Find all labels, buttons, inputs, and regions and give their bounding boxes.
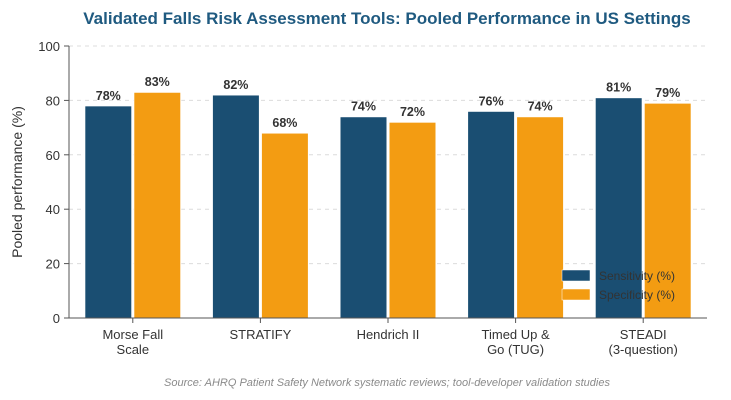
bar-sensitivity: [84, 105, 133, 319]
bar-specificity: [388, 121, 437, 319]
x-tick-label: Morse Fall Scale: [102, 327, 163, 357]
x-tick-label-line: Timed Up &: [482, 327, 550, 342]
bar-sensitivity: [211, 94, 260, 319]
y-tick-label: 0: [53, 311, 60, 326]
bar-specificity: [260, 132, 309, 319]
y-tick-label: 20: [46, 257, 60, 272]
y-tick-label: 60: [46, 148, 60, 163]
legend: Sensitivity (%) Specificity (%): [561, 269, 675, 302]
bar-value-label: 68%: [272, 116, 297, 130]
y-axis-label: Pooled performance (%): [9, 106, 25, 258]
bar-value-label: 74%: [528, 100, 553, 114]
legend-swatch-specificity: [561, 288, 591, 301]
x-tick-label: STEADI (3-question): [609, 327, 678, 357]
x-tick-label-line: Hendrich II: [357, 327, 420, 342]
x-tick-label-line: Go (TUG): [487, 342, 544, 357]
bar-value-label: 74%: [351, 100, 376, 114]
chart-title: Validated Falls Risk Assessment Tools: P…: [83, 9, 690, 28]
bar-specificity: [133, 91, 182, 319]
bar-value-label: 78%: [96, 89, 121, 103]
bar-value-label: 72%: [400, 105, 425, 119]
legend-swatch-sensitivity: [561, 269, 591, 282]
bar-value-label: 81%: [606, 81, 631, 95]
source-note: Source: AHRQ Patient Safety Network syst…: [164, 377, 610, 389]
bar-sensitivity: [467, 110, 516, 319]
bar-value-label: 76%: [479, 94, 504, 108]
bar-sensitivity: [594, 97, 643, 319]
bar-value-label: 82%: [223, 78, 248, 92]
x-tick-label-line: Morse Fall: [102, 327, 163, 342]
x-tick-label-line: STRATIFY: [229, 327, 291, 342]
y-tick-label: 40: [46, 202, 60, 217]
x-tick-label-line: STEADI: [620, 327, 667, 342]
data-labels: 78% 83% 82% 68% 74% 72% 76% 74% 81% 79%: [96, 75, 680, 130]
y-tick-label: 80: [46, 93, 60, 108]
x-tick-label: STRATIFY: [229, 327, 291, 342]
axes: 0 20 40 60 80 100 Morse Fall Scale STRATIFY Hendr…: [38, 39, 707, 357]
bar-value-label: 83%: [145, 75, 170, 89]
bar-sensitivity: [339, 116, 388, 319]
x-tick-label: Timed Up & Go (TUG): [482, 327, 550, 357]
legend-label-sensitivity: Sensitivity (%): [599, 269, 675, 283]
y-tick-label: 100: [38, 39, 60, 54]
x-tick-label: Hendrich II: [357, 327, 420, 342]
legend-label-specificity: Specificity (%): [599, 288, 675, 302]
bar-value-label: 79%: [655, 86, 680, 100]
bar-specificity: [643, 102, 692, 319]
x-tick-label-line: (3-question): [609, 342, 678, 357]
bar-specificity: [516, 116, 565, 319]
x-tick-label-line: Scale: [117, 342, 150, 357]
bars: [84, 91, 692, 319]
